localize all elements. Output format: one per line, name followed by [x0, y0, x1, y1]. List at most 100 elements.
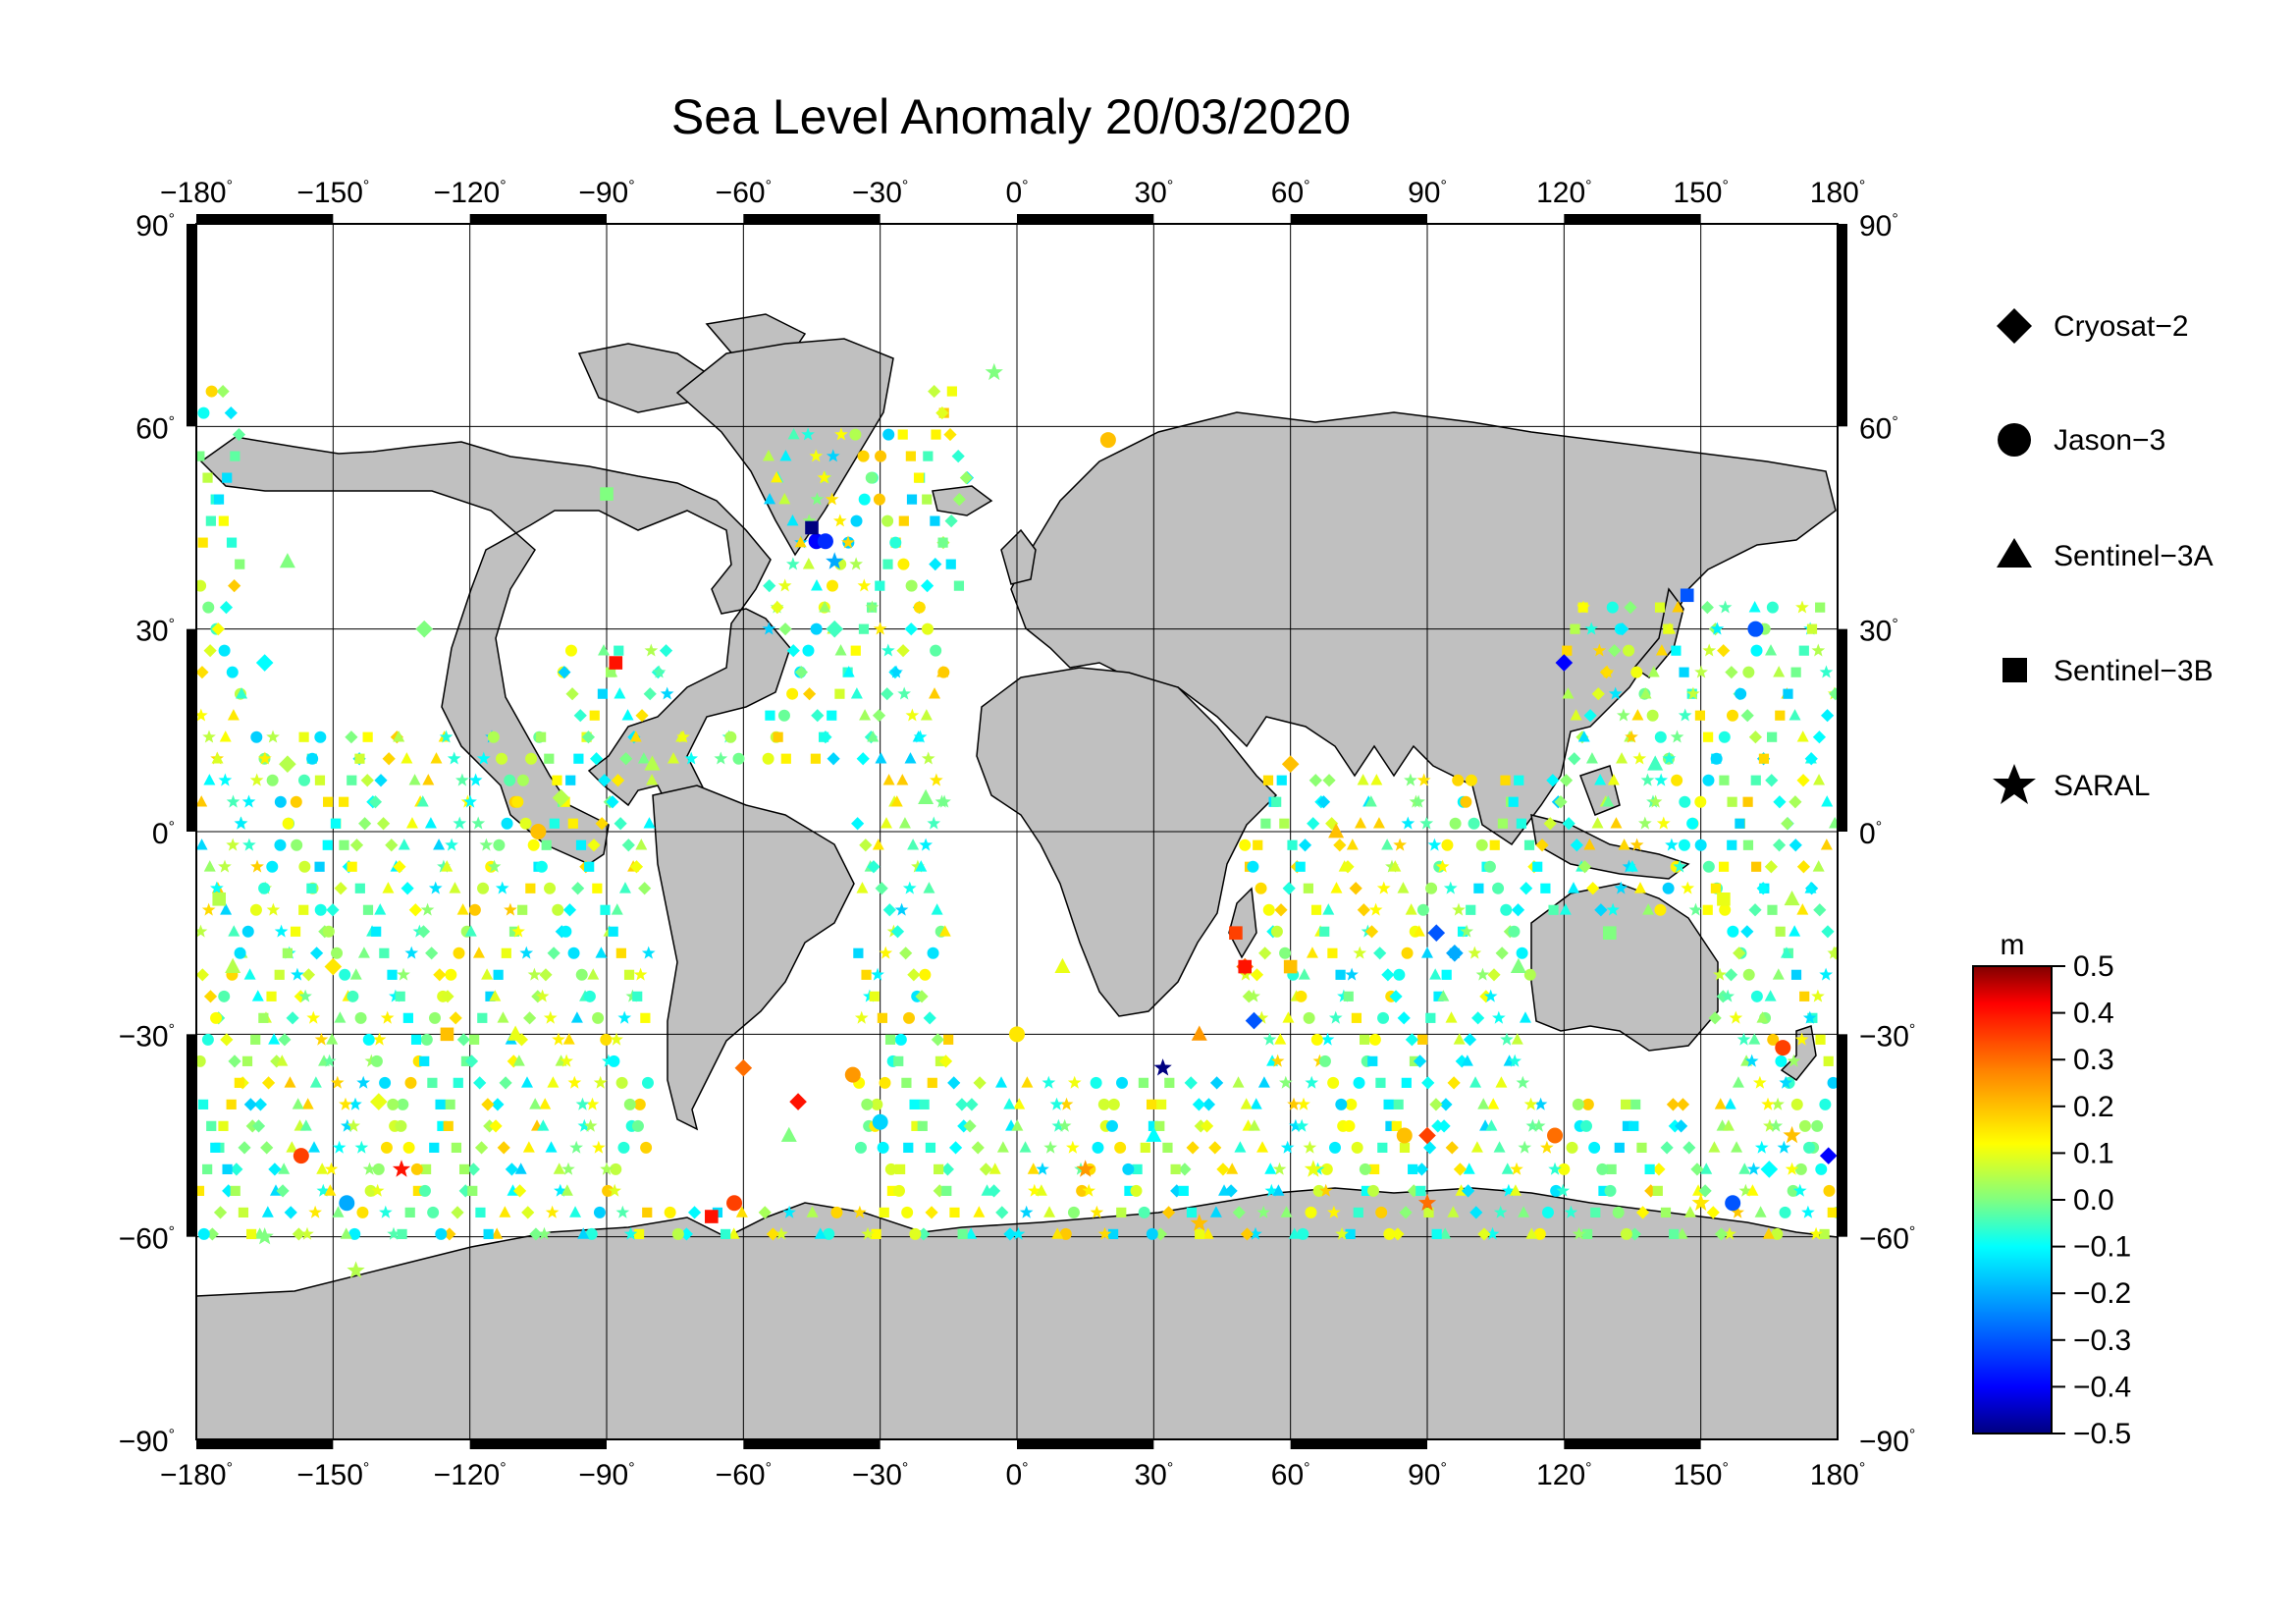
track-point: [1566, 1141, 1578, 1154]
track-point: [721, 1228, 731, 1240]
track-point: [1748, 730, 1762, 744]
track-point: [1638, 816, 1652, 830]
track-point: [249, 903, 262, 916]
track-point: [1419, 816, 1434, 830]
track-point: [570, 1011, 583, 1023]
track-point: [347, 775, 357, 785]
track-point: [1775, 1055, 1788, 1067]
track-point: [882, 428, 895, 441]
track-point: [379, 947, 390, 958]
track-point: [1343, 1119, 1356, 1132]
track-point: [871, 1228, 881, 1240]
track-point: [1232, 1206, 1246, 1219]
track-point: [370, 1183, 385, 1197]
track-point: [1262, 775, 1274, 785]
track-point: [416, 925, 431, 939]
track-point: [1550, 1184, 1563, 1197]
track-point: [249, 773, 264, 786]
track-point: [940, 1163, 955, 1176]
track-point: [1011, 1119, 1024, 1131]
track-point: [497, 1141, 510, 1155]
track-point: [1710, 883, 1722, 893]
tick-label: −30°: [1859, 1020, 1915, 1053]
track-point: [362, 1162, 377, 1175]
track-point: [575, 1097, 590, 1110]
track-point: [1646, 709, 1659, 722]
track-point: [811, 709, 825, 723]
track-point: [1272, 1184, 1285, 1196]
track-point: [1287, 839, 1298, 850]
tick-label: 150°: [1673, 1459, 1728, 1491]
track-point: [387, 1098, 400, 1110]
track-point: [1686, 686, 1700, 700]
tick-label: −90°: [578, 177, 634, 209]
track-point: [1678, 708, 1692, 722]
track-point: [565, 775, 576, 785]
track-point: [853, 1205, 867, 1218]
track-point: [905, 451, 916, 461]
track-point: [196, 795, 208, 807]
tick-label: 90°: [1408, 177, 1447, 209]
track-point: [810, 492, 825, 506]
track-point: [635, 709, 649, 723]
track-point: [374, 903, 387, 915]
track-point: [882, 903, 896, 917]
track-point: [519, 946, 534, 959]
track-point: [880, 817, 892, 829]
track-point: [879, 1207, 889, 1218]
track-point: [477, 1012, 488, 1023]
track-point: [489, 1119, 503, 1133]
track-point: [1423, 1207, 1434, 1218]
track-point: [1469, 1206, 1483, 1219]
track-point: [1682, 1141, 1696, 1155]
track-point: [1762, 1227, 1775, 1239]
track-point: [1724, 968, 1738, 982]
track-point: [1425, 882, 1438, 894]
map-panel: [196, 224, 1838, 1439]
track-point: [213, 1206, 228, 1219]
track-point: [1295, 1118, 1308, 1132]
data-point: [1747, 621, 1764, 637]
track-point: [445, 968, 457, 981]
track-point: [1769, 1118, 1784, 1132]
track-point: [1586, 882, 1600, 895]
track-point: [1719, 775, 1730, 785]
track-point: [203, 644, 217, 658]
track-point: [802, 644, 815, 657]
track-point: [1377, 1142, 1388, 1153]
track-point: [1654, 602, 1666, 613]
track-point: [1192, 1098, 1206, 1111]
track-point: [1405, 1033, 1418, 1047]
track-point: [266, 774, 279, 786]
track-point: [1466, 904, 1476, 915]
track-point: [905, 579, 918, 592]
track-point: [535, 989, 550, 1002]
tick-label: −30°: [852, 177, 908, 209]
track-point: [801, 427, 815, 441]
track-point: [278, 1163, 291, 1174]
track-point: [963, 1119, 977, 1133]
track-point: [1562, 817, 1575, 831]
track-point: [1562, 645, 1573, 656]
track-point: [441, 860, 454, 872]
track-point: [907, 968, 921, 982]
track-point: [1533, 1227, 1546, 1240]
track-point: [1616, 622, 1629, 636]
track-point: [226, 537, 238, 548]
track-point: [832, 514, 847, 527]
track-point: [732, 752, 745, 765]
track-point: [593, 1206, 606, 1218]
track-point: [300, 1226, 314, 1240]
track-point: [1792, 1183, 1807, 1197]
track-point: [1621, 1099, 1631, 1109]
track-point: [1570, 839, 1583, 852]
track-point: [309, 1076, 322, 1088]
track-point: [1140, 1142, 1150, 1153]
track-point: [1523, 1097, 1538, 1110]
track-point: [1500, 1032, 1514, 1046]
legend-label: SARAL: [2054, 770, 2150, 802]
track-point: [196, 1185, 205, 1196]
track-point: [1500, 775, 1511, 785]
track-point: [241, 1055, 253, 1066]
